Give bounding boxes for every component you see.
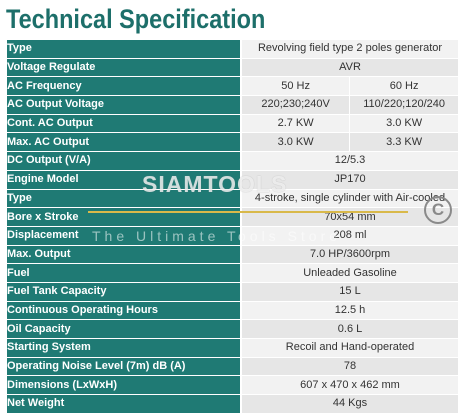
spec-table: Type Revolving field type 2 poles generat…: [7, 40, 459, 414]
spec-value: 208 ml: [241, 226, 459, 246]
spec-row: Oil Capacity 0.6 L: [7, 319, 459, 339]
spec-value: Revolving field type 2 poles generator: [241, 40, 459, 59]
spec-label: Bore x Stroke: [7, 207, 242, 227]
spec-label: DC Output (V/A): [7, 151, 242, 171]
spec-row: Type Revolving field type 2 poles generat…: [7, 40, 459, 59]
spec-value: 44 Kgs: [241, 394, 459, 414]
spec-row: Starting System Recoil and Hand-operated: [7, 338, 459, 358]
spec-value: AVR: [241, 58, 459, 78]
spec-value-60hz: 110/220;120/240: [349, 95, 459, 115]
spec-value-60hz: 3.0 KW: [349, 114, 459, 134]
spec-value: 12/5.3: [241, 151, 459, 171]
spec-label: Fuel: [7, 263, 242, 283]
spec-value-50hz: 50 Hz: [241, 76, 351, 97]
spec-label: AC Output Voltage: [7, 95, 242, 115]
spec-value: 70x54 mm: [241, 207, 459, 227]
spec-label: Oil Capacity: [7, 319, 242, 339]
spec-label: AC Frequency: [7, 76, 242, 97]
spec-label: Fuel Tank Capacity: [7, 282, 242, 302]
spec-table-body: Type Revolving field type 2 poles generat…: [7, 40, 459, 414]
spec-label: Max. AC Output: [7, 132, 242, 153]
page-title: Technical Specification: [6, 4, 266, 34]
spec-value-60hz: 60 Hz: [349, 76, 459, 97]
spec-value: 607 x 470 x 462 mm: [241, 375, 459, 396]
spec-row: Dimensions (LxWxH) 607 x 470 x 462 mm: [7, 375, 459, 396]
spec-row: Engine Model JP170: [7, 170, 459, 190]
spec-row: Max. AC Output 3.0 KW 3.3 KW: [7, 132, 459, 153]
spec-label: Dimensions (LxWxH): [7, 375, 242, 396]
spec-row: DC Output (V/A) 12/5.3: [7, 151, 459, 171]
spec-value-60hz: 3.3 KW: [349, 132, 459, 153]
spec-value: 15 L: [241, 282, 459, 302]
spec-label: Operating Noise Level (7m) dB (A): [7, 357, 242, 377]
spec-row: Fuel Tank Capacity 15 L: [7, 282, 459, 302]
spec-row: AC Output Voltage 220;230;240V 110/220;120…: [7, 95, 459, 115]
spec-row: Net Weight 44 Kgs: [7, 394, 459, 414]
spec-label: Continuous Operating Hours: [7, 301, 242, 321]
spec-row: Continuous Operating Hours 12.5 h: [7, 301, 459, 321]
spec-label: Max. Output: [7, 245, 242, 265]
spec-value: 12.5 h: [241, 301, 459, 321]
spec-label: Starting System: [7, 338, 242, 358]
spec-value: 4-stroke, single cylinder with Air-coole…: [241, 189, 459, 209]
spec-row: Max. Output 7.0 HP/3600rpm: [7, 245, 459, 265]
spec-value-50hz: 3.0 KW: [241, 132, 351, 153]
spec-row: Voltage Regulate AVR: [7, 58, 459, 78]
spec-label: Type: [7, 189, 242, 209]
spec-label: Displacement: [7, 226, 242, 246]
spec-row: Operating Noise Level (7m) dB (A) 78: [7, 357, 459, 377]
spec-label: Cont. AC Output: [7, 114, 242, 134]
spec-row: Type 4-stroke, single cylinder with Air-c…: [7, 189, 459, 209]
spec-value-50hz: 2.7 KW: [241, 114, 351, 134]
spec-value: Recoil and Hand-operated: [241, 338, 459, 358]
spec-value-50hz: 220;230;240V: [241, 95, 351, 115]
spec-value: 0.6 L: [241, 319, 459, 339]
spec-row: Displacement 208 ml: [7, 226, 459, 246]
spec-label: Net Weight: [7, 394, 242, 414]
spec-label: Type: [7, 40, 242, 59]
spec-value: Unleaded Gasoline: [241, 263, 459, 283]
spec-row: Cont. AC Output 2.7 KW 3.0 KW: [7, 114, 459, 134]
spec-value: JP170: [241, 170, 459, 190]
spec-row: Bore x Stroke 70x54 mm: [7, 207, 459, 227]
spec-label: Engine Model: [7, 170, 242, 190]
spec-label: Voltage Regulate: [7, 58, 242, 78]
spec-value: 78: [241, 357, 459, 377]
spec-row: Fuel Unleaded Gasoline: [7, 263, 459, 283]
spec-value: 7.0 HP/3600rpm: [241, 245, 459, 265]
spec-row: AC Frequency 50 Hz 60 Hz: [7, 76, 459, 97]
